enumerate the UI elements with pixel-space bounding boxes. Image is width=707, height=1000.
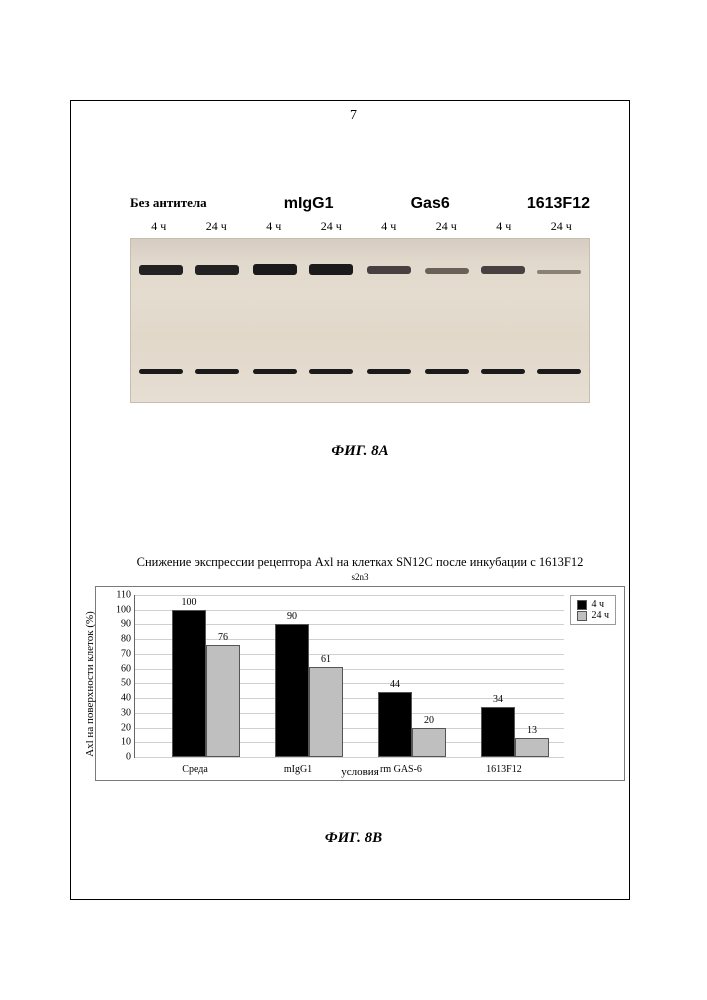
blot-band-lower	[309, 369, 353, 374]
western-blot-figure: Без антитела mIgG1 Gas6 1613F12 4 ч 24 ч…	[130, 195, 590, 460]
y-tick-label: 30	[107, 707, 131, 718]
legend-label: 4 ч	[591, 599, 604, 610]
grid-line	[135, 757, 564, 758]
bar-value-label: 13	[527, 725, 537, 736]
x-tick-label: 1613F12	[486, 764, 522, 775]
blot-time: 24 ч	[533, 219, 591, 234]
legend-swatch-icon	[577, 611, 587, 621]
chart-box: Axl на поверхности клеток (%) 4 ч 24 ч 0…	[95, 586, 625, 781]
plot-area: 010203040506070809010011010076Среда9061m…	[134, 595, 564, 758]
blot-time: 4 ч	[360, 219, 418, 234]
blot-time: 24 ч	[418, 219, 476, 234]
y-tick-label: 40	[107, 693, 131, 704]
bar-series-b: 13	[515, 738, 549, 757]
chart-legend: 4 ч 24 ч	[570, 595, 616, 625]
legend-item-a: 4 ч	[577, 599, 609, 610]
blot-time: 4 ч	[245, 219, 303, 234]
bar-value-label: 61	[321, 654, 331, 665]
bar-series-a: 90	[275, 624, 309, 757]
x-axis-label: условия	[341, 766, 379, 778]
figure-caption-a: ФИГ. 8A	[130, 443, 590, 460]
bar-chart-figure: Снижение экспрессии рецептора Axl на кле…	[95, 555, 625, 781]
bar-value-label: 20	[424, 715, 434, 726]
blot-band-lower	[253, 369, 297, 374]
legend-label: 24 ч	[591, 610, 609, 621]
blot-group-labels: Без антитела mIgG1 Gas6 1613F12	[130, 195, 590, 213]
bar-value-label: 100	[182, 597, 197, 608]
blot-band-upper	[367, 266, 411, 274]
blot-time-labels: 4 ч 24 ч 4 ч 24 ч 4 ч 24 ч 4 ч 24 ч	[130, 219, 590, 234]
y-tick-label: 20	[107, 722, 131, 733]
blot-group-label: 1613F12	[527, 195, 590, 213]
blot-band-upper	[309, 264, 353, 275]
blot-band-upper	[425, 268, 469, 274]
page-number: 7	[0, 108, 707, 124]
bar-value-label: 34	[493, 694, 503, 705]
y-tick-label: 50	[107, 678, 131, 689]
figure-caption-b: ФИГ. 8B	[0, 830, 707, 847]
bar-series-b: 76	[206, 645, 240, 757]
y-tick-label: 0	[107, 752, 131, 763]
x-tick-label: rm GAS-6	[380, 764, 422, 775]
bar-series-b: 20	[412, 728, 446, 757]
blot-band-lower	[367, 369, 411, 374]
y-tick-label: 60	[107, 663, 131, 674]
blot-group-label: Gas6	[411, 195, 450, 213]
blot-group-label: Без антитела	[130, 195, 207, 213]
bar-value-label: 90	[287, 611, 297, 622]
blot-band-lower	[481, 369, 525, 374]
bar-series-a: 44	[378, 692, 412, 757]
bar-series-a: 100	[172, 610, 206, 757]
chart-subtitle: s2n3	[95, 572, 625, 582]
blot-band-lower	[425, 369, 469, 374]
blot-band-lower	[195, 369, 239, 374]
blot-band-upper	[139, 265, 183, 275]
blot-band-lower	[537, 369, 581, 374]
legend-swatch-icon	[577, 600, 587, 610]
y-tick-label: 70	[107, 648, 131, 659]
y-tick-label: 80	[107, 634, 131, 645]
bar-group: 9061	[264, 595, 354, 757]
legend-item-b: 24 ч	[577, 610, 609, 621]
y-tick-label: 10	[107, 737, 131, 748]
x-tick-label: Среда	[182, 764, 208, 775]
blot-membrane	[130, 238, 590, 403]
x-tick-label: mIgG1	[284, 764, 312, 775]
blot-band-upper	[481, 266, 525, 274]
bar-series-a: 34	[481, 707, 515, 757]
bar-group: 3413	[470, 595, 560, 757]
bar-group: 4420	[367, 595, 457, 757]
blot-group-label: mIgG1	[284, 195, 334, 213]
bar-value-label: 44	[390, 679, 400, 690]
y-tick-label: 100	[107, 604, 131, 615]
blot-time: 4 ч	[475, 219, 533, 234]
chart-title: Снижение экспрессии рецептора Axl на кле…	[95, 555, 625, 570]
blot-band-upper	[195, 265, 239, 275]
blot-band-upper	[537, 270, 581, 274]
y-axis-label: Axl на поверхности клеток (%)	[84, 611, 96, 757]
bar-series-b: 61	[309, 667, 343, 757]
bar-group: 10076	[161, 595, 251, 757]
blot-band-lower	[139, 369, 183, 374]
blot-time: 24 ч	[303, 219, 361, 234]
blot-time: 24 ч	[188, 219, 246, 234]
blot-band-upper	[253, 264, 297, 275]
y-tick-label: 110	[107, 590, 131, 601]
y-tick-label: 90	[107, 619, 131, 630]
bar-value-label: 76	[218, 632, 228, 643]
blot-time: 4 ч	[130, 219, 188, 234]
